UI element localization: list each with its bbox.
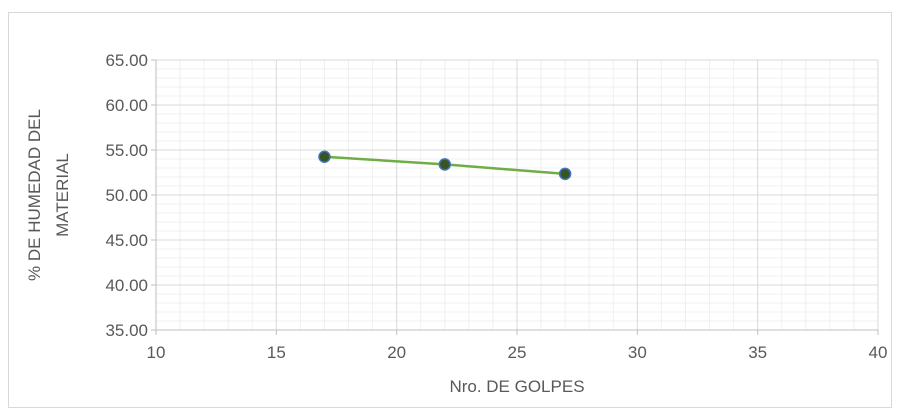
y-tick-labels: 35.00 40.00 45.00 50.00 55.00 60.00 65.00 xyxy=(105,51,148,340)
x-tick-label: 15 xyxy=(267,343,286,362)
x-tick-label: 40 xyxy=(869,343,888,362)
x-tick-label: 35 xyxy=(748,343,767,362)
x-tick-labels: 10 15 20 25 30 35 40 xyxy=(147,343,888,362)
series-line-segment xyxy=(324,155,445,166)
x-axis-title: Nro. DE GOLPES xyxy=(449,377,584,396)
y-tick-label: 40.00 xyxy=(105,276,148,295)
series-points xyxy=(318,150,572,181)
x-tick-label: 25 xyxy=(508,343,527,362)
axes xyxy=(151,59,879,335)
y-axis-title-line-1: % DE HUMEDAD DEL xyxy=(25,109,44,281)
x-tick-label: 20 xyxy=(387,343,406,362)
y-axis-title-line-2: MATERIAL xyxy=(53,153,72,237)
y-tick-label: 35.00 xyxy=(105,321,148,340)
data-point xyxy=(558,167,572,181)
y-tick-label: 65.00 xyxy=(105,51,148,70)
y-tick-label: 60.00 xyxy=(105,96,148,115)
y-tick-label: 55.00 xyxy=(105,141,148,160)
major-gridlines xyxy=(155,59,879,331)
x-tick-label: 30 xyxy=(628,343,647,362)
data-point xyxy=(438,158,452,171)
series-lines xyxy=(324,155,566,176)
y-tick-label: 45.00 xyxy=(105,231,148,250)
series-line-segment xyxy=(444,163,566,176)
data-point xyxy=(318,150,331,163)
y-tick-label: 50.00 xyxy=(105,186,148,205)
x-tick-label: 10 xyxy=(147,343,166,362)
